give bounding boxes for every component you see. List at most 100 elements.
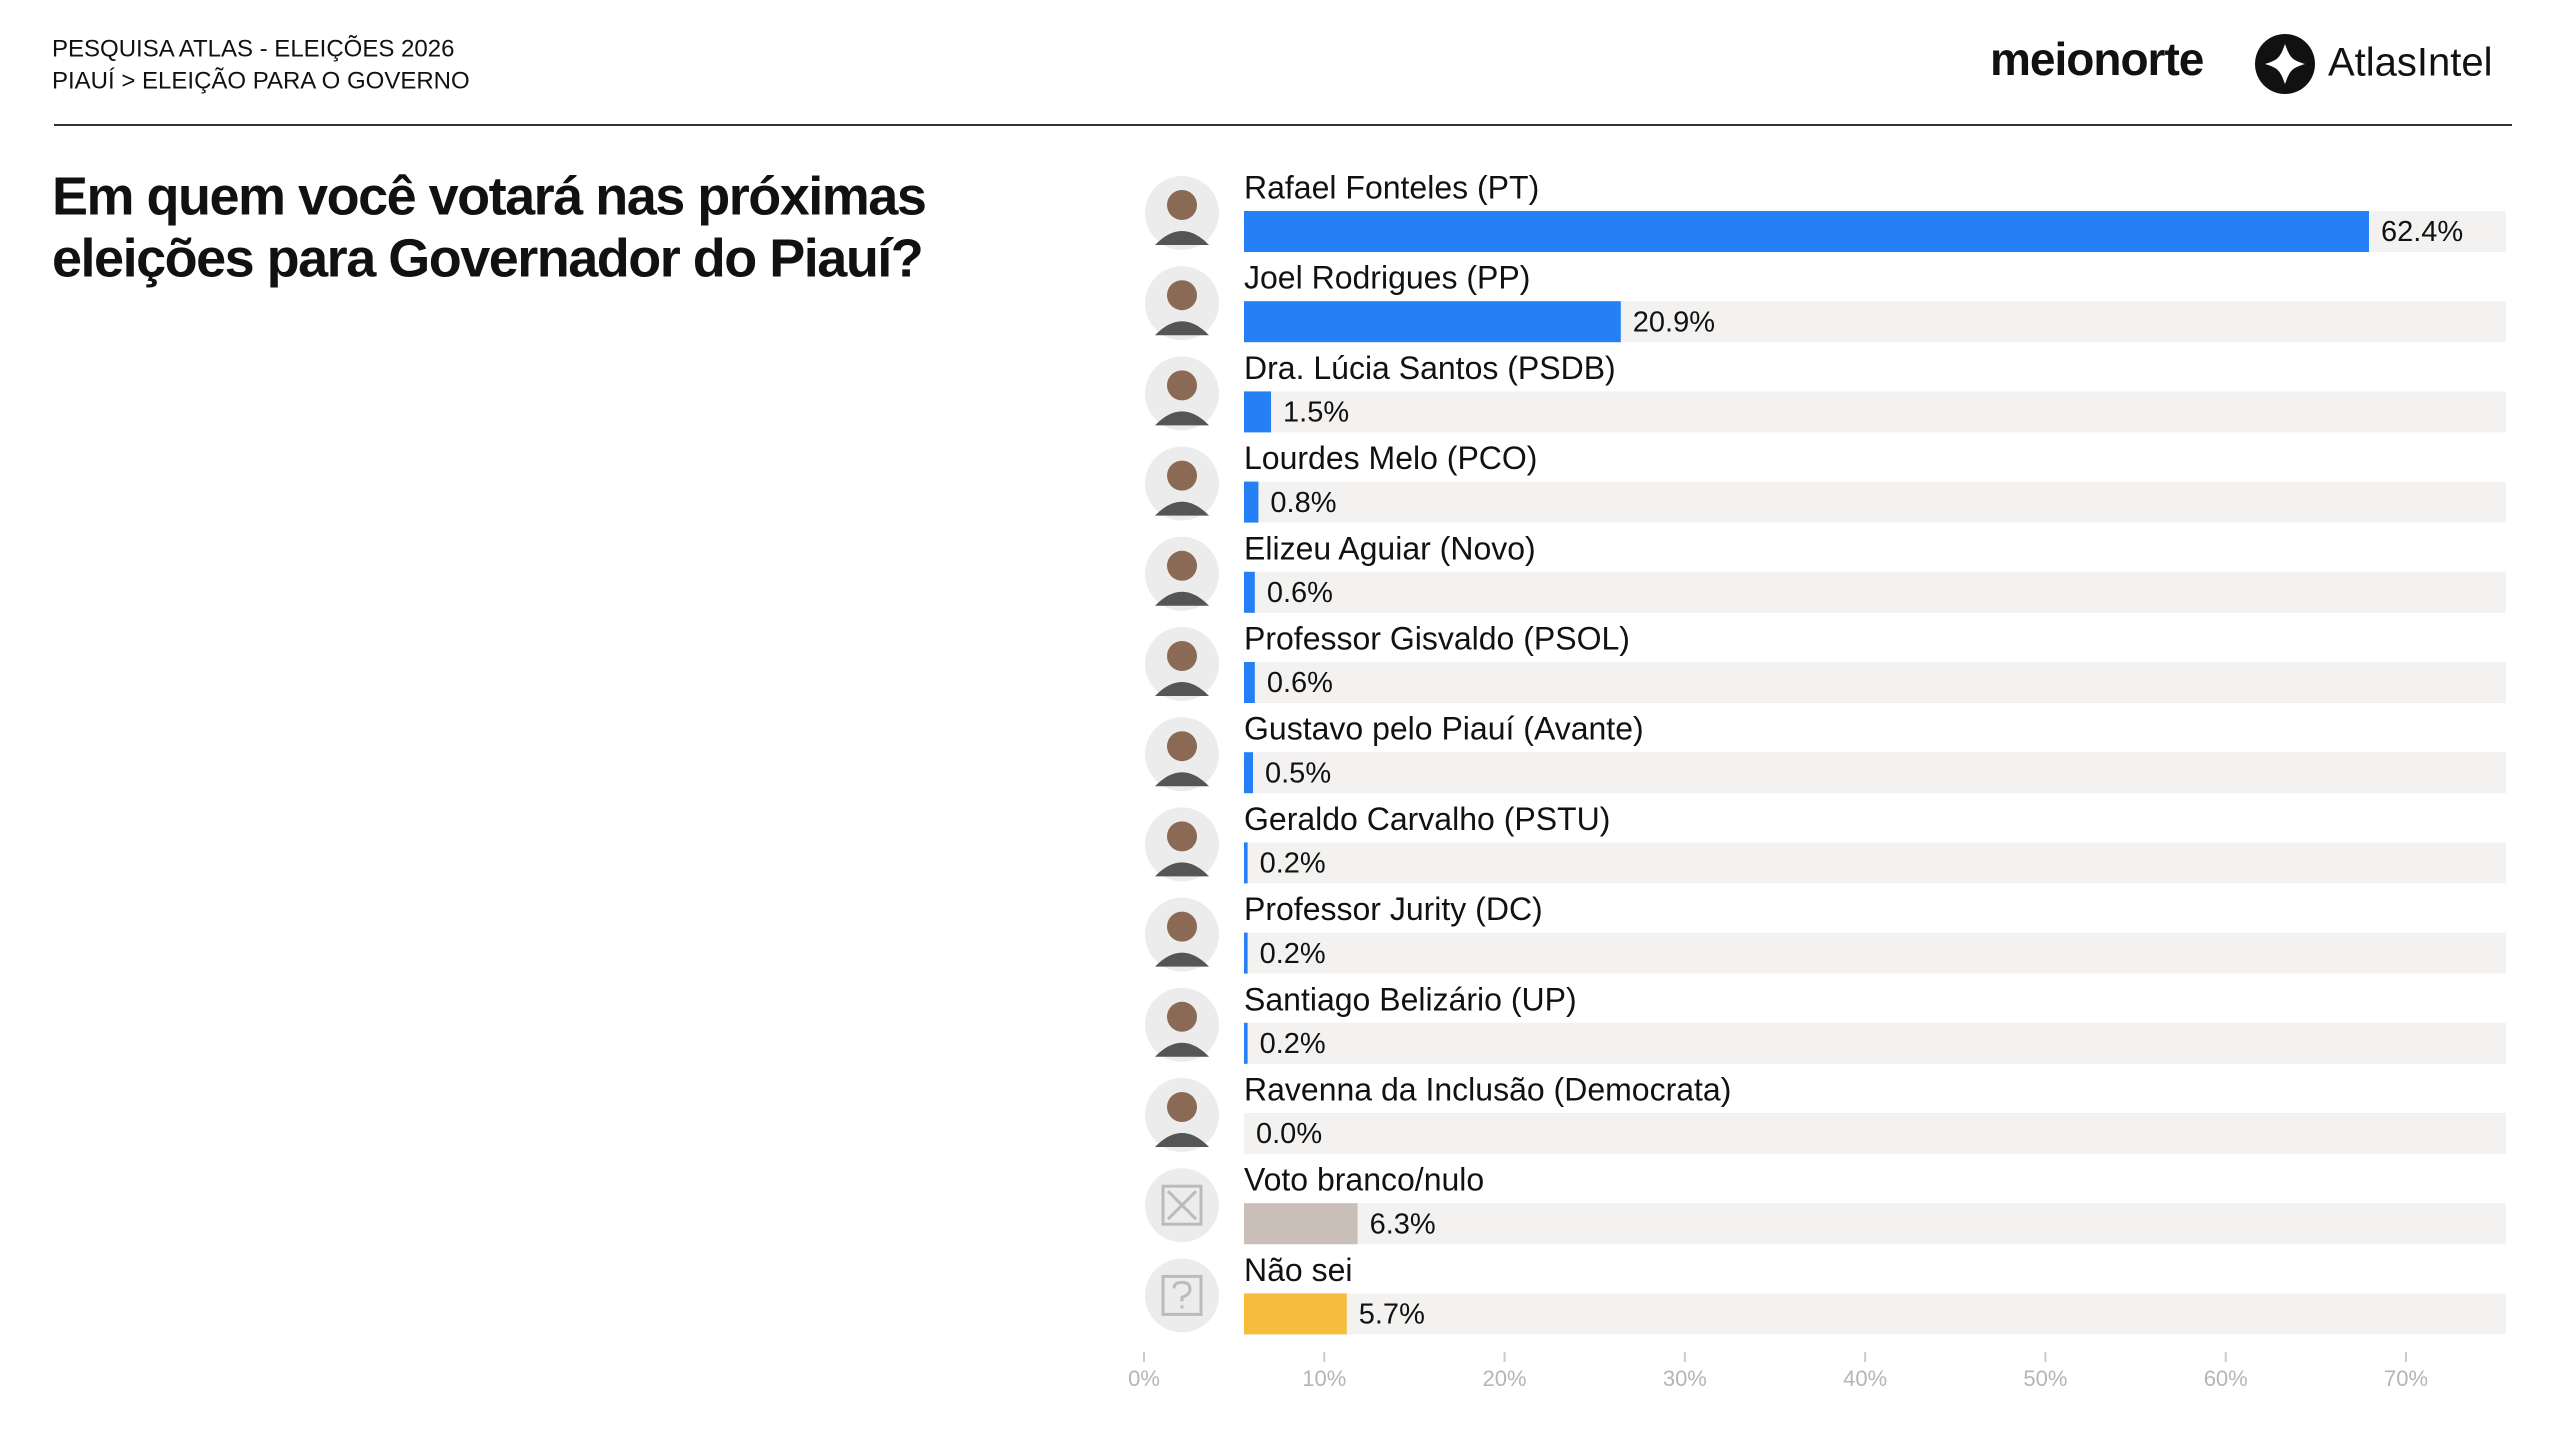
bar-track	[1244, 1293, 2506, 1335]
plot: Rafael Fonteles (PT) 62.4% Joel Rodrigues …	[1128, 169, 2506, 1391]
category-label: Professor Gisvaldo (PSOL)	[1244, 620, 1630, 656]
header-line: PIAUÍ > ELEIÇÃO PARA O GOVERNO	[52, 67, 470, 94]
x-tick-label: 30%	[1663, 1366, 1707, 1391]
category-label: Gustavo pelo Piauí (Avante)	[1244, 711, 1644, 747]
bar-track	[1244, 481, 2506, 523]
avatar	[1145, 536, 1219, 611]
icon-x	[1166, 1190, 1198, 1221]
avatar	[1145, 1078, 1219, 1152]
avatar	[1145, 266, 1219, 341]
avatar	[1145, 807, 1219, 882]
value-label: 0.2%	[1260, 938, 1326, 970]
bar-track	[1244, 842, 2506, 884]
bar-track	[1244, 1203, 2506, 1245]
value-label: 5.7%	[1359, 1299, 1425, 1331]
x-tick-label: 20%	[1483, 1366, 1527, 1391]
category-label: Dra. Lúcia Santos (PSDB)	[1244, 350, 1616, 386]
bar	[1244, 662, 1255, 703]
value-label: 6.3%	[1370, 1208, 1436, 1240]
value-label: 0.2%	[1260, 848, 1326, 880]
bar	[1244, 842, 1248, 884]
avatar	[1145, 627, 1219, 701]
avatar-head	[1167, 280, 1197, 311]
value-label: 20.9%	[1633, 306, 1715, 338]
chart-title: eleições para Governador do Piauí?	[52, 228, 922, 288]
avatar-head	[1167, 190, 1197, 220]
avatar	[1145, 717, 1219, 792]
avatar-body	[1155, 411, 1209, 426]
bar-track	[1244, 571, 2506, 613]
avatar-head	[1167, 550, 1197, 581]
value-label: 0.6%	[1267, 667, 1333, 699]
avatar-head	[1167, 1092, 1197, 1122]
x-tick-label: 60%	[2204, 1366, 2248, 1391]
bar	[1244, 932, 1248, 974]
value-label: 0.8%	[1270, 487, 1336, 519]
avatar-head	[1167, 370, 1197, 401]
bar-track	[1244, 1113, 2506, 1154]
category-label: Ravenna da Inclusão (Democrata)	[1244, 1071, 1731, 1107]
category-label: Joel Rodrigues (PP)	[1244, 260, 1530, 296]
bar-track	[1244, 752, 2506, 794]
avatar-head	[1167, 641, 1197, 671]
avatar-body	[1155, 1133, 1209, 1147]
avatar-head	[1167, 911, 1197, 942]
logo-atlas-icon	[2255, 34, 2315, 94]
category-label: Professor Jurity (DC)	[1244, 891, 1543, 927]
chart-title: Em quem você votará nas próximas	[52, 166, 925, 226]
avatar	[1145, 446, 1219, 521]
bar	[1244, 481, 1259, 523]
category-label: Santiago Belizário (UP)	[1244, 981, 1577, 1017]
avatar	[1145, 176, 1219, 250]
bar-track	[1244, 662, 2506, 703]
x-tick-label: 70%	[2384, 1366, 2428, 1391]
category-label: Rafael Fonteles (PT)	[1244, 169, 1539, 205]
value-label: 0.6%	[1267, 577, 1333, 609]
avatar	[1145, 987, 1219, 1062]
avatar-head	[1167, 821, 1197, 852]
avatar-body	[1155, 321, 1209, 336]
value-label: 0.5%	[1265, 757, 1331, 789]
bar	[1244, 301, 1621, 343]
category-label: Lourdes Melo (PCO)	[1244, 440, 1537, 476]
logo-atlasintel: AtlasIntel	[2328, 41, 2493, 85]
bar	[1244, 1022, 1248, 1064]
icon-box	[1161, 1274, 1203, 1316]
avatar	[1145, 1168, 1219, 1243]
bar-track	[1244, 932, 2506, 974]
header-line: PESQUISA ATLAS - ELEIÇÕES 2026	[52, 34, 454, 62]
x-tick-label: 10%	[1302, 1366, 1346, 1391]
category-label: Não sei	[1244, 1252, 1353, 1288]
avatar-body	[1155, 1042, 1209, 1057]
avatar-body	[1155, 772, 1209, 787]
x-tick-label: 50%	[2023, 1366, 2067, 1391]
avatar	[1145, 897, 1219, 972]
icon-box	[1161, 1184, 1203, 1226]
category-label: Voto branco/nulo	[1244, 1162, 1484, 1198]
value-label: 62.4%	[2381, 216, 2463, 248]
bar	[1244, 1293, 1347, 1335]
bar	[1244, 571, 1255, 613]
avatar	[1145, 356, 1219, 431]
bar	[1244, 391, 1272, 433]
bar	[1244, 1203, 1358, 1245]
bar	[1244, 752, 1254, 794]
value-label: 0.2%	[1260, 1028, 1326, 1060]
value-label: 0.0%	[1256, 1118, 1322, 1150]
avatar	[1145, 1258, 1219, 1333]
avatar-body	[1155, 501, 1209, 516]
avatar-body	[1155, 862, 1209, 877]
value-label: 1.5%	[1283, 397, 1349, 429]
x-tick-label: 0%	[1128, 1366, 1160, 1391]
avatar-circle	[1145, 1258, 1219, 1333]
logo-meionorte: meionorte	[1990, 33, 2204, 85]
avatar-body	[1155, 591, 1209, 606]
avatar-body	[1155, 682, 1209, 696]
avatar-body	[1155, 231, 1209, 245]
category-label: Geraldo Carvalho (PSTU)	[1244, 801, 1610, 837]
bar	[1244, 211, 2369, 252]
avatar-body	[1155, 952, 1209, 967]
avatar-head	[1167, 460, 1197, 491]
x-tick-label: 40%	[1843, 1366, 1887, 1391]
